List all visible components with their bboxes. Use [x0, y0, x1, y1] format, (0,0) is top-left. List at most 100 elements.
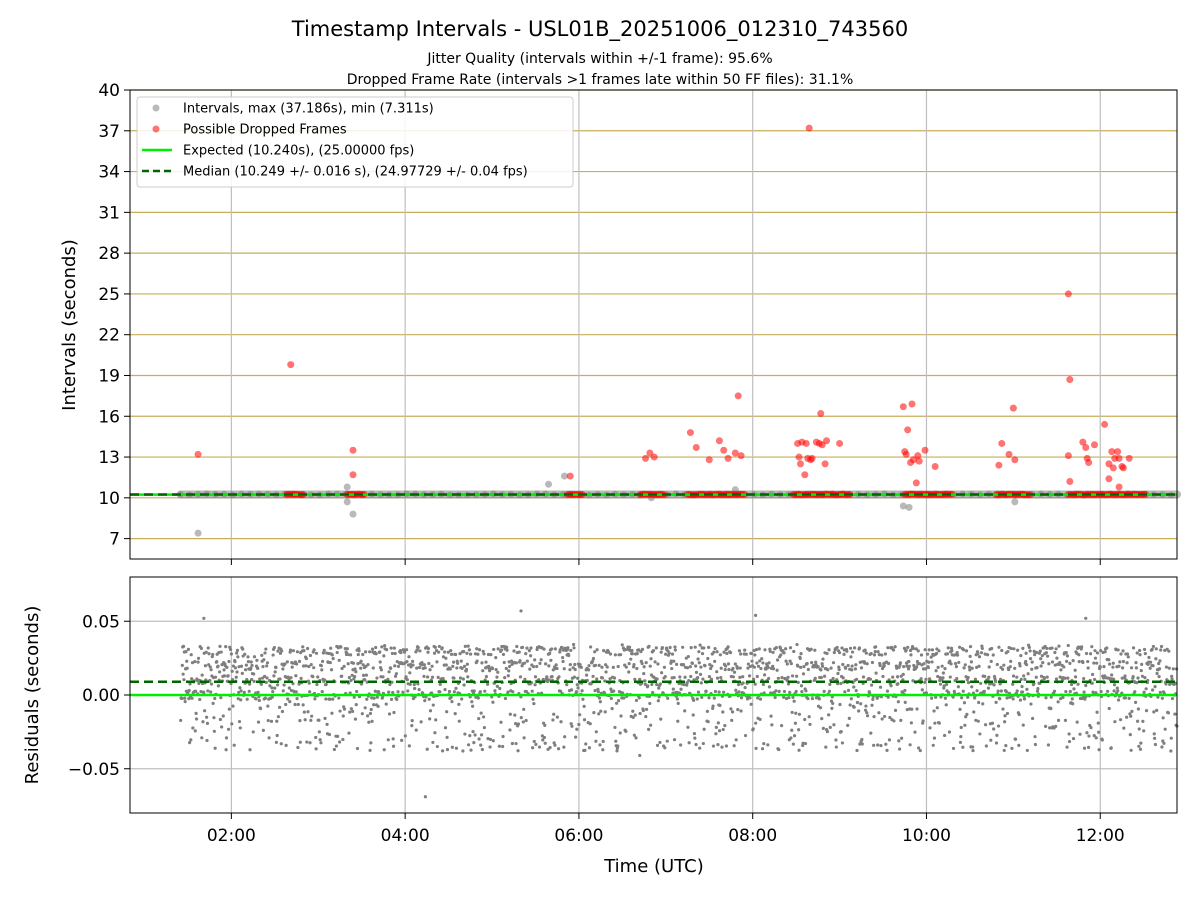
residual-point	[481, 669, 485, 673]
residual-point	[268, 684, 272, 688]
dropped-frame-point	[1125, 454, 1133, 462]
residual-point	[1151, 688, 1155, 692]
residual-point	[323, 678, 327, 682]
residual-point	[603, 679, 607, 683]
residual-point	[394, 672, 398, 676]
residual-point	[1056, 718, 1061, 722]
residual-point	[212, 729, 216, 733]
residual-point	[289, 688, 293, 693]
residual-point	[448, 667, 452, 671]
residual-point	[194, 689, 198, 693]
residual-point	[458, 676, 463, 680]
residual-point	[922, 662, 926, 666]
residual-point	[208, 678, 212, 683]
intervals-plot-frame	[129, 89, 1178, 560]
residual-point	[514, 722, 518, 726]
residual-point	[417, 665, 422, 670]
residual-point	[983, 652, 987, 656]
residual-point	[673, 645, 677, 649]
residual-point	[613, 725, 617, 730]
residual-point	[670, 652, 675, 656]
residual-point	[732, 744, 736, 748]
residual-point	[739, 696, 744, 700]
residual-point	[520, 645, 525, 649]
residual-point	[656, 662, 660, 666]
legend-box	[136, 96, 574, 188]
residual-point	[525, 646, 529, 650]
residual-point	[658, 682, 662, 686]
residual-point	[422, 674, 426, 678]
residual-point	[715, 676, 720, 680]
residual-point	[351, 661, 356, 665]
residual-point	[691, 713, 695, 717]
residual-point	[907, 664, 911, 668]
residual-point	[230, 677, 235, 682]
residual-point	[227, 707, 231, 711]
residual-point	[363, 678, 367, 682]
residual-point	[1030, 660, 1034, 664]
residual-point	[204, 650, 208, 654]
residual-point	[855, 677, 859, 681]
residual-point	[428, 717, 432, 721]
residual-point	[737, 690, 741, 694]
residual-point	[865, 711, 869, 715]
residual-point	[419, 720, 423, 724]
residual-point	[913, 730, 917, 734]
dropped-frame-point	[715, 437, 723, 445]
residual-point	[483, 689, 487, 693]
residual-point	[372, 703, 376, 707]
residual-point	[317, 730, 321, 734]
residual-point	[698, 746, 702, 750]
residual-point	[1065, 654, 1070, 658]
residual-point	[286, 697, 290, 701]
residual-point	[958, 740, 963, 744]
residual-point	[563, 735, 567, 739]
residual-point	[555, 715, 559, 719]
residual-point	[218, 670, 222, 674]
residual-point	[1035, 666, 1039, 670]
residual-point	[496, 647, 500, 651]
residual-point	[1167, 649, 1171, 653]
residual-point	[288, 700, 292, 704]
residual-point	[456, 661, 460, 665]
residual-point	[574, 690, 579, 694]
residuals-series	[130, 609, 1179, 799]
residual-point	[855, 748, 859, 753]
residual-point	[644, 707, 649, 711]
residual-point	[915, 665, 919, 669]
residual-point	[927, 660, 931, 664]
residual-point	[447, 689, 452, 694]
residual-point	[284, 743, 288, 747]
residual-point	[203, 709, 207, 713]
residual-point	[476, 696, 480, 700]
residual-point	[869, 731, 873, 735]
residual-point	[966, 681, 971, 685]
residual-point	[1053, 650, 1057, 655]
residual-point	[792, 734, 797, 738]
residual-point	[549, 658, 553, 662]
residual-point	[884, 742, 888, 746]
residual-point	[593, 689, 597, 693]
residual-point	[777, 747, 781, 752]
residual-point	[880, 717, 884, 721]
residual-point	[649, 723, 653, 727]
dropped-frame-point	[1005, 450, 1013, 458]
residual-point	[762, 742, 766, 746]
residual-point	[1113, 720, 1117, 724]
residual-point	[747, 674, 752, 678]
residual-point	[449, 649, 453, 653]
residual-point	[490, 666, 495, 671]
residual-point	[1045, 654, 1050, 658]
residual-point	[353, 717, 358, 721]
residual-point	[578, 713, 582, 717]
residual-point	[565, 683, 569, 687]
residual-point	[921, 719, 925, 723]
residual-point	[479, 711, 483, 715]
residual-point	[795, 674, 799, 678]
residual-point	[198, 697, 202, 702]
residual-point	[345, 647, 349, 651]
residual-point	[817, 697, 821, 701]
residual-point	[480, 661, 484, 665]
residual-point	[641, 708, 645, 713]
